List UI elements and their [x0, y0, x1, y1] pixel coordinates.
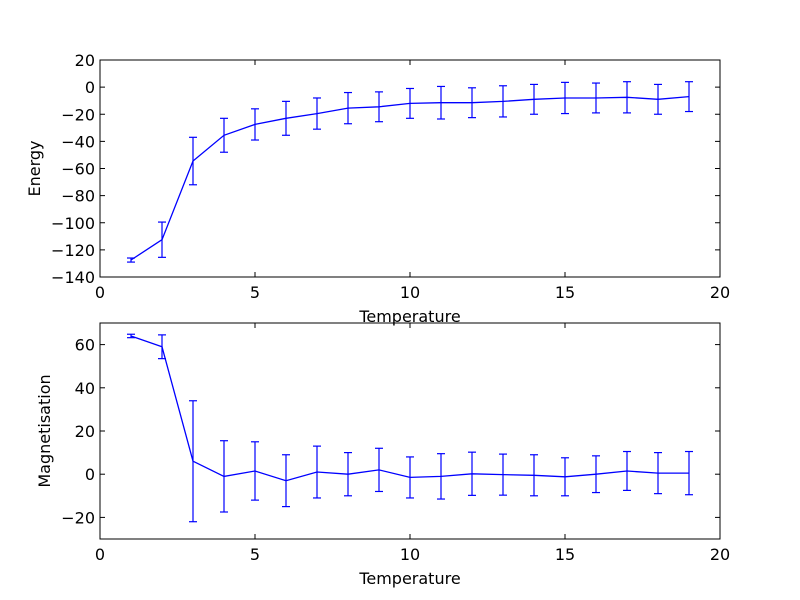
x-axis-label: Temperature — [358, 307, 460, 326]
data-point — [471, 473, 473, 475]
y-tick-label: −100 — [51, 214, 95, 233]
y-tick-label: −140 — [51, 268, 95, 287]
series-line — [130, 95, 690, 261]
data-point — [316, 471, 318, 473]
y-tick-label: 0 — [85, 465, 95, 484]
y-tick-label: −80 — [61, 187, 95, 206]
series-1 — [127, 333, 693, 523]
y-tick-label: −60 — [61, 160, 95, 179]
data-point — [347, 107, 349, 109]
data-point — [626, 96, 628, 98]
data-point — [223, 134, 225, 136]
data-point — [564, 476, 566, 478]
data-point — [161, 239, 163, 241]
x-tick-label: 20 — [710, 545, 730, 564]
data-point — [347, 473, 349, 475]
data-point — [130, 335, 132, 337]
data-point — [533, 474, 535, 476]
y-tick-label: 40 — [75, 379, 95, 398]
data-point — [285, 480, 287, 482]
x-tick-label: 0 — [95, 283, 105, 302]
data-point — [254, 470, 256, 472]
data-point — [161, 346, 163, 348]
data-point — [378, 106, 380, 108]
x-axis-label: Temperature — [358, 569, 460, 588]
y-tick-label: −20 — [61, 508, 95, 527]
data-point — [657, 98, 659, 100]
data-point — [533, 98, 535, 100]
data-point — [285, 117, 287, 119]
x-tick-label: 5 — [250, 545, 260, 564]
data-point — [595, 473, 597, 475]
x-tick-label: 15 — [555, 545, 575, 564]
data-point — [440, 102, 442, 104]
x-tick-label: 5 — [250, 283, 260, 302]
data-point — [502, 474, 504, 476]
x-tick-label: 15 — [555, 283, 575, 302]
data-point — [471, 102, 473, 104]
subplot-1: 0 5 10 15 20 20 0 −20 −40 −60 −80 −100 −120 −140 Tempe… — [25, 51, 730, 326]
data-point — [192, 160, 194, 162]
series-1 — [127, 81, 693, 263]
data-point — [440, 475, 442, 477]
data-point — [223, 475, 225, 477]
y-tick-label: −120 — [51, 241, 95, 260]
y-tick-label: 20 — [75, 51, 95, 70]
data-point — [688, 472, 690, 474]
data-point — [316, 113, 318, 115]
data-point — [502, 100, 504, 102]
data-point — [409, 102, 411, 104]
subplot-2: 0 5 10 15 206040200−20TemperatureMagnetisati… — [35, 322, 730, 588]
y-tick-label: 60 — [75, 336, 95, 355]
x-tick-label: 0 — [95, 545, 105, 564]
data-point — [595, 97, 597, 99]
data-point — [192, 460, 194, 462]
x-tick-label: 10 — [400, 283, 420, 302]
data-point — [564, 97, 566, 99]
data-point — [688, 96, 690, 98]
x-tick-label: 20 — [710, 283, 730, 302]
y-axis-label: Magnetisation — [35, 374, 54, 487]
y-axis-label: Energy — [25, 140, 44, 196]
data-point — [657, 472, 659, 474]
y-tick-label: −40 — [61, 132, 95, 151]
y-tick-label: 0 — [85, 78, 95, 97]
data-point — [130, 259, 132, 261]
data-point — [254, 123, 256, 125]
data-point — [378, 469, 380, 471]
data-point — [626, 470, 628, 472]
x-tick-label: 10 — [400, 545, 420, 564]
y-tick-label: 20 — [75, 422, 95, 441]
y-tick-label: −20 — [61, 105, 95, 124]
data-point — [409, 476, 411, 478]
